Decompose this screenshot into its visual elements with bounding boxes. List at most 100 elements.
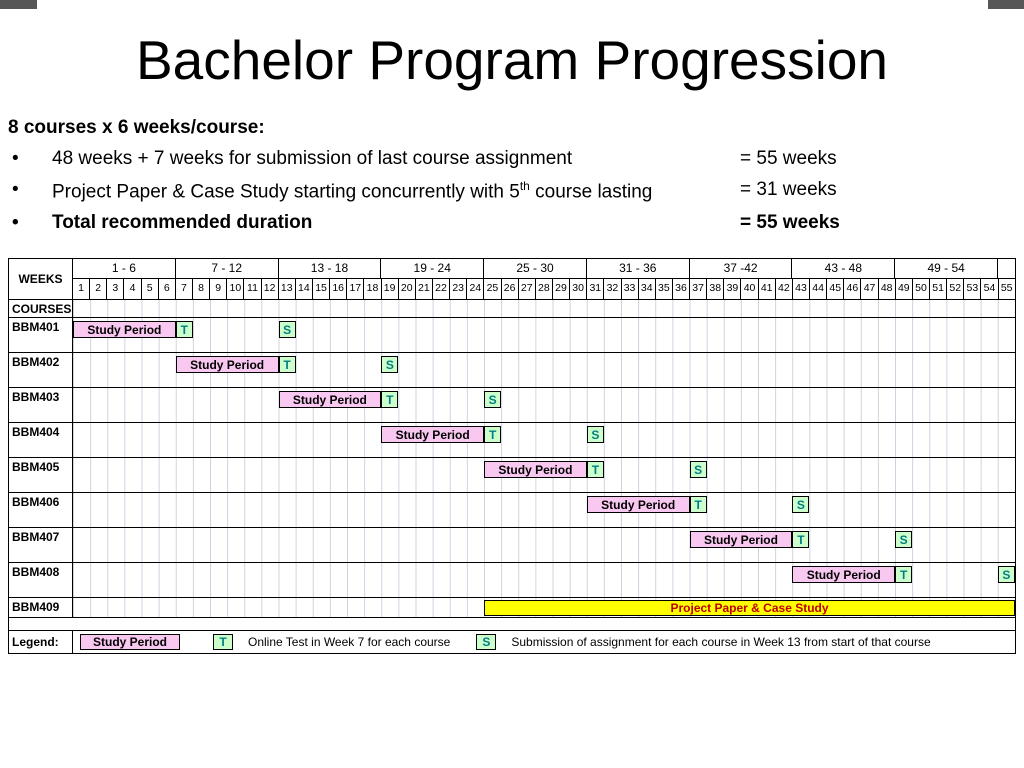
- bullet-item: • Total recommended duration = 55 weeks: [8, 212, 1016, 234]
- legend-test-description: Online Test in Week 7 for each course: [248, 635, 451, 649]
- week-group-header-empty: [998, 259, 1015, 278]
- week-number: 51: [930, 279, 948, 299]
- study-period-bar: Study Period: [586, 496, 690, 513]
- week-number: 34: [639, 279, 656, 299]
- test-marker: T: [484, 426, 502, 443]
- submission-marker: S: [484, 391, 502, 408]
- test-marker: T: [895, 566, 913, 583]
- week-number: 33: [622, 279, 639, 299]
- weeks-header-label: WEEKS: [9, 259, 73, 299]
- test-marker: T: [586, 461, 604, 478]
- week-number: 15: [313, 279, 331, 299]
- week-number: 45: [827, 279, 845, 299]
- week-number: 37: [690, 279, 708, 299]
- project-bar: Project Paper & Case Study: [484, 600, 1015, 616]
- bullet-marker: •: [12, 212, 19, 234]
- study-period-bar: Study Period: [792, 566, 896, 583]
- week-number: 40: [741, 279, 759, 299]
- week-number: 14: [296, 279, 313, 299]
- week-number: 52: [947, 279, 965, 299]
- test-marker: T: [381, 391, 399, 408]
- test-marker: T: [175, 321, 193, 338]
- week-number: 2: [90, 279, 108, 299]
- week-group-header: 25 - 30: [484, 259, 587, 278]
- study-period-bar: Study Period: [381, 426, 485, 443]
- week-group-header: 13 - 18: [279, 259, 382, 278]
- week-number: 10: [227, 279, 245, 299]
- bullet-value: = 55 weeks: [740, 148, 837, 169]
- course-label: BBM408: [9, 563, 73, 597]
- course-bar-area: Study Period T S: [73, 563, 1015, 597]
- week-number: 8: [193, 279, 211, 299]
- week-number: 19: [382, 279, 399, 299]
- week-number: 38: [707, 279, 725, 299]
- course-row: BBM408 Study Period T S: [9, 563, 1015, 598]
- course-bar-area: Study Period T S: [73, 353, 1015, 387]
- course-label: BBM402: [9, 353, 73, 387]
- course-label: BBM404: [9, 423, 73, 457]
- week-group-header: 19 - 24: [381, 259, 485, 278]
- bullet-list: • 48 weeks + 7 weeks for submission of la…: [8, 148, 1016, 234]
- course-row: BBM404 Study Period T S: [9, 423, 1015, 458]
- week-number: 5: [142, 279, 159, 299]
- week-number: 17: [347, 279, 365, 299]
- submission-marker: S: [689, 461, 707, 478]
- legend-test-swatch: T: [213, 634, 233, 650]
- week-number: 55: [1000, 282, 1013, 294]
- bullet-marker: •: [12, 179, 19, 200]
- week-number: 43: [793, 279, 811, 299]
- courses-row-area: [73, 300, 1015, 317]
- week-number: 30: [570, 279, 588, 299]
- project-bar-area: Project Paper & Case Study: [73, 598, 1015, 617]
- week-group-header: 37 -42: [690, 259, 793, 278]
- submission-marker: S: [792, 496, 810, 513]
- week-number: 39: [724, 279, 742, 299]
- submission-marker: S: [997, 566, 1015, 583]
- study-period-bar: Study Period: [278, 391, 382, 408]
- spacer-row: [9, 618, 1015, 631]
- bullet-item: • Project Paper & Case Study starting con…: [8, 179, 1016, 203]
- course-bar-area: Study Period T S: [73, 528, 1015, 562]
- course-bar-area: Study Period T S: [73, 458, 1015, 492]
- week-number: 18: [364, 279, 382, 299]
- week-number: 11: [244, 279, 262, 299]
- project-row: BBM409 Project Paper & Case Study: [9, 598, 1015, 618]
- week-number: 54: [981, 279, 999, 299]
- week-group-header: 49 - 54: [895, 259, 999, 278]
- course-bar-area: Study Period T S: [73, 423, 1015, 457]
- bullet-marker: •: [12, 148, 19, 169]
- legend-label: Legend:: [9, 631, 73, 653]
- courses-row-label: COURSES: [9, 300, 73, 317]
- week-number: 22: [433, 279, 451, 299]
- week-number: 6: [159, 279, 176, 299]
- bullet-text: Total recommended duration: [52, 212, 313, 234]
- week-number: 41: [759, 279, 776, 299]
- week-number: 21: [416, 279, 433, 299]
- course-row: BBM401 Study Period T S: [9, 318, 1015, 353]
- study-period-bar: Study Period: [689, 531, 793, 548]
- week-number: 1: [73, 279, 91, 299]
- week-number-row: 1 2 3 4 5 6 7 8 9 10 11 12 13 14 15 16 17 18 19 20 21 22 23 24 2…: [73, 279, 1015, 299]
- course-label: BBM401: [9, 318, 73, 352]
- week-number: 49: [896, 279, 913, 299]
- week-number: 48: [879, 279, 896, 299]
- week-number: 50: [913, 279, 931, 299]
- page-title: Bachelor Program Progression: [135, 29, 888, 91]
- week-number: 31: [587, 279, 605, 299]
- study-period-bar: Study Period: [484, 461, 587, 478]
- course-label: BBM406: [9, 493, 73, 527]
- week-number: 35: [656, 279, 673, 299]
- week-number: 16: [330, 279, 348, 299]
- week-number: 53: [964, 279, 982, 299]
- courses-row: COURSES: [9, 300, 1015, 318]
- week-number: 12: [262, 279, 279, 299]
- screen-edge-left: [0, 0, 37, 9]
- week-number: 28: [536, 279, 553, 299]
- test-marker: T: [792, 531, 810, 548]
- week-group-header: 7 - 12: [176, 259, 279, 278]
- week-number: 7: [176, 279, 193, 299]
- week-number: 23: [450, 279, 468, 299]
